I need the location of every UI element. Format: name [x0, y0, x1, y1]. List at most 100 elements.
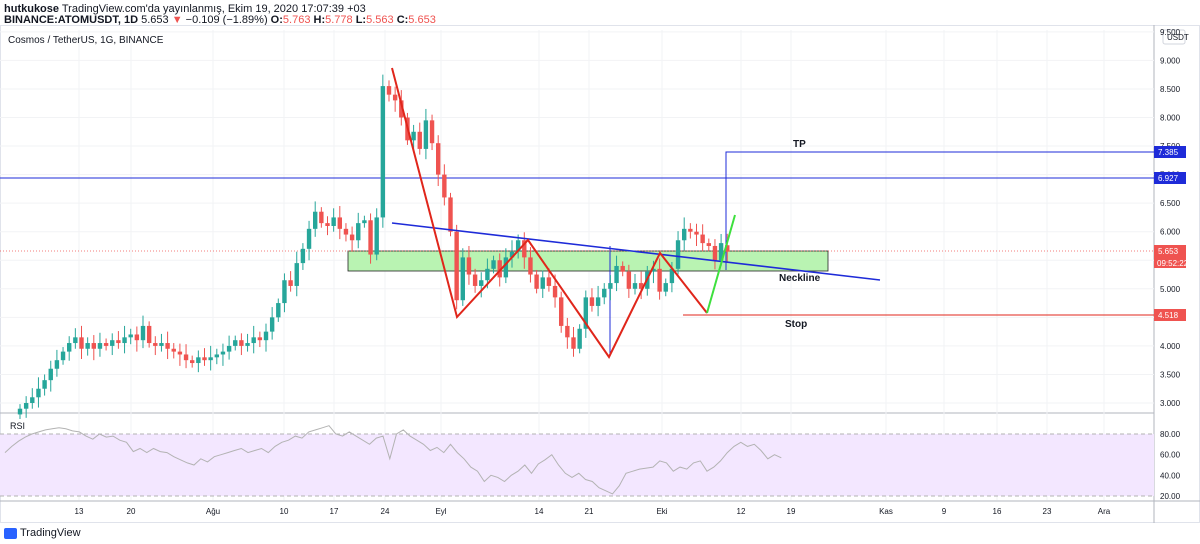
time-tick-label: 13 — [75, 507, 84, 516]
candle-body — [620, 265, 625, 272]
change-value: −0.109 (−1.89%) — [185, 14, 268, 26]
candle-body — [552, 285, 558, 298]
candle-body — [577, 328, 582, 349]
neckline-zone — [347, 250, 829, 272]
price-tick-label: 6.000 — [1160, 228, 1181, 237]
candle-body — [103, 343, 109, 346]
last-price-label: 5.653 — [1158, 247, 1179, 256]
candle-body — [116, 340, 121, 344]
candle-body — [202, 357, 207, 361]
rsi-tick-label: 60.00 — [1160, 451, 1181, 460]
tradingview-brand: TradingView — [20, 527, 81, 539]
candle-body — [423, 120, 429, 149]
candle-body — [460, 257, 465, 301]
price-tick-label: 6.500 — [1160, 199, 1181, 208]
tradingview-logo[interactable]: TradingView — [4, 527, 81, 539]
currency-badge[interactable] — [1162, 29, 1186, 45]
candle-body — [85, 343, 90, 349]
candle-body — [626, 271, 632, 289]
candle-body — [472, 274, 478, 286]
price-tick-label: 9.000 — [1160, 56, 1181, 65]
candle-body — [325, 223, 330, 226]
price-axis[interactable]: 3.0003.5004.0004.5005.0005.5006.0006.500… — [1160, 28, 1181, 408]
neckline-label: Neckline — [779, 273, 821, 284]
candle-body — [479, 280, 484, 286]
candle-body — [110, 340, 115, 346]
rsi-axis: 80.00 60.00 40.00 20.00 — [1160, 430, 1181, 501]
last-price: 5.653 — [141, 14, 169, 26]
candle-body — [694, 231, 699, 235]
candle-body — [602, 288, 607, 298]
last-price-tag — [1154, 245, 1186, 257]
candle-body — [226, 345, 232, 352]
price-tick-label: 5.000 — [1160, 285, 1181, 294]
candle-body — [60, 351, 66, 361]
down-arrow-icon: ▼ — [171, 14, 183, 26]
time-axis[interactable]: 13 20 Ağu 10 17 24 Eyl 14 21 Eki 12 19 Kas 9 16 23 Ara — [75, 507, 1111, 516]
candle-body — [97, 343, 103, 349]
candle-body — [276, 303, 281, 318]
candle-body — [220, 351, 226, 355]
time-tick-label: Ağu — [206, 507, 220, 516]
candle-body — [30, 397, 35, 403]
candle-body — [700, 234, 705, 244]
candle-body — [122, 337, 127, 344]
candle-body — [706, 243, 711, 246]
author-name[interactable]: hutkukose — [4, 3, 60, 15]
candle-body — [208, 357, 213, 361]
resistance-price-tag — [1154, 172, 1186, 184]
candle-body — [559, 297, 564, 326]
candle-body — [233, 340, 238, 346]
candle-body — [349, 234, 355, 241]
header-line-2: BINANCE:ATOMUSDT, 1D 5.653 ▼ −0.109 (−1.… — [4, 14, 436, 26]
rsi-tick-label: 40.00 — [1160, 471, 1181, 480]
neckline — [391, 222, 881, 281]
candle-body — [343, 228, 349, 235]
candle-body — [429, 120, 435, 144]
candle-body — [411, 131, 416, 141]
candle-body — [153, 343, 158, 346]
candle-body — [356, 223, 361, 241]
candle-body — [571, 337, 576, 349]
candle-body — [534, 274, 539, 289]
candle-body — [392, 94, 398, 101]
candle-body — [608, 283, 613, 289]
candle-body — [48, 368, 53, 381]
candle-body — [282, 280, 287, 304]
candle-body — [399, 100, 404, 118]
candle-body — [288, 280, 293, 286]
candle-body — [540, 277, 545, 289]
candle-body — [491, 260, 496, 269]
footer: TradingView — [0, 523, 1200, 544]
chart-area[interactable]: Cosmos / TetherUS, 1G, BINANCE USDT TP N… — [0, 25, 1200, 523]
price-tick-label: 8.500 — [1160, 85, 1181, 94]
candle-body — [712, 245, 718, 261]
candle-body — [454, 231, 459, 301]
candle-body — [448, 197, 453, 232]
time-tick-label: 24 — [381, 507, 390, 516]
rsi-line — [4, 425, 782, 495]
time-tick-label: 16 — [993, 507, 1002, 516]
breakout-line — [706, 214, 736, 314]
chart-title: Cosmos / TetherUS, 1G, BINANCE — [8, 35, 164, 46]
candle-body — [386, 86, 392, 95]
candle-body — [725, 245, 730, 252]
open-value: 5.763 — [282, 14, 311, 26]
rsi-tick-label: 20.00 — [1160, 492, 1181, 501]
candle-body — [300, 248, 306, 264]
time-tick-label: 9 — [942, 507, 947, 516]
candle-body — [79, 337, 84, 349]
candle-body — [269, 317, 275, 332]
candle-body — [497, 260, 502, 278]
stop-label: Stop — [785, 319, 807, 330]
candle-body — [73, 337, 78, 344]
candle-body — [688, 228, 693, 232]
candles — [17, 74, 730, 419]
pattern-zigzag — [391, 67, 708, 359]
candle-body — [134, 334, 140, 341]
stop-price-label: 4.518 — [1158, 311, 1179, 320]
candle-body — [368, 220, 373, 255]
time-tick-label: Ara — [1098, 507, 1111, 516]
time-tick-label: 10 — [280, 507, 289, 516]
time-tick-label: Eki — [656, 507, 667, 516]
